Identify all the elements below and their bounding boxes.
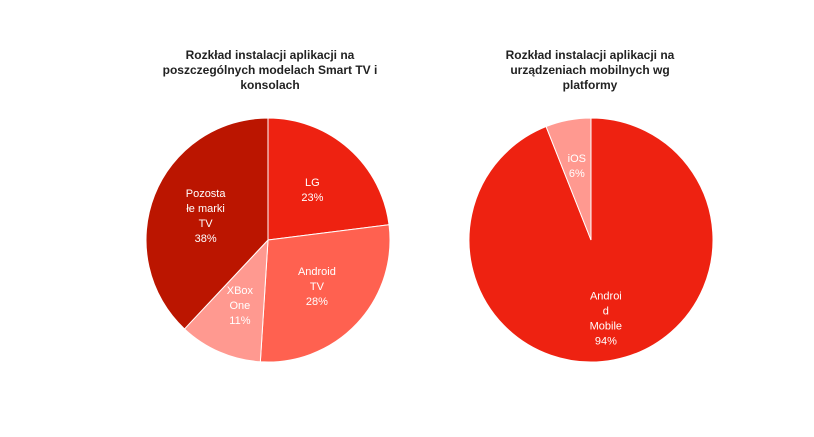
slice-value-label: 6% <box>569 168 585 180</box>
pie-slice-ios <box>545 117 592 241</box>
title-line: Rozkład instalacji aplikacji na <box>505 48 675 62</box>
title-line: konsolach <box>240 78 300 92</box>
slice-name-label: XBox <box>227 285 254 297</box>
slice-value-label: 38% <box>195 233 217 245</box>
slice-label: LG 23% <box>301 177 323 204</box>
slice-label: Pozosta łe marki TV 38% <box>186 188 227 245</box>
slice-name-label: łe marki <box>186 203 225 215</box>
slice-name-label: d <box>603 305 609 317</box>
slice-name-label: iOS <box>568 153 586 165</box>
slice-label: Androi d Mobile 94% <box>590 290 622 347</box>
pie-slice-pozosta-e-marki-tv <box>145 117 269 330</box>
chart-title-mobile: Rozkład instalacji aplikacji na urządzen… <box>440 48 740 93</box>
title-line: platformy <box>562 78 618 92</box>
slice-label: XBox One 11% <box>227 285 254 327</box>
slice-value-label: 23% <box>301 192 323 204</box>
slice-value-label: 11% <box>229 315 250 327</box>
slice-name-label: TV <box>199 218 214 230</box>
chart-title-smart-tv: Rozkład instalacji aplikacji na poszczeg… <box>130 48 410 93</box>
pie-slice-lg <box>267 117 390 241</box>
title-line: poszczególnych modelach Smart TV i <box>162 63 378 77</box>
slice-name-label: Pozosta <box>186 188 227 200</box>
slice-name-label: One <box>229 300 250 312</box>
slice-name-label: LG <box>305 177 320 189</box>
title-line: Rozkład instalacji aplikacji na <box>185 48 355 62</box>
slice-name-label: Mobile <box>590 320 622 332</box>
slice-value-label: 28% <box>306 296 328 308</box>
slice-label: Android TV 28% <box>298 266 336 308</box>
slice-label: iOS 6% <box>568 153 586 180</box>
slice-name-label: Androi <box>590 290 622 302</box>
title-line: urządzeniach mobilnych wg <box>510 63 670 77</box>
pie-slice-android-tv <box>259 224 391 363</box>
pie-slice-xbox-one <box>183 238 269 363</box>
slice-name-label: Android <box>298 266 336 278</box>
slice-value-label: 94% <box>595 335 617 347</box>
slice-name-label: TV <box>310 281 325 293</box>
